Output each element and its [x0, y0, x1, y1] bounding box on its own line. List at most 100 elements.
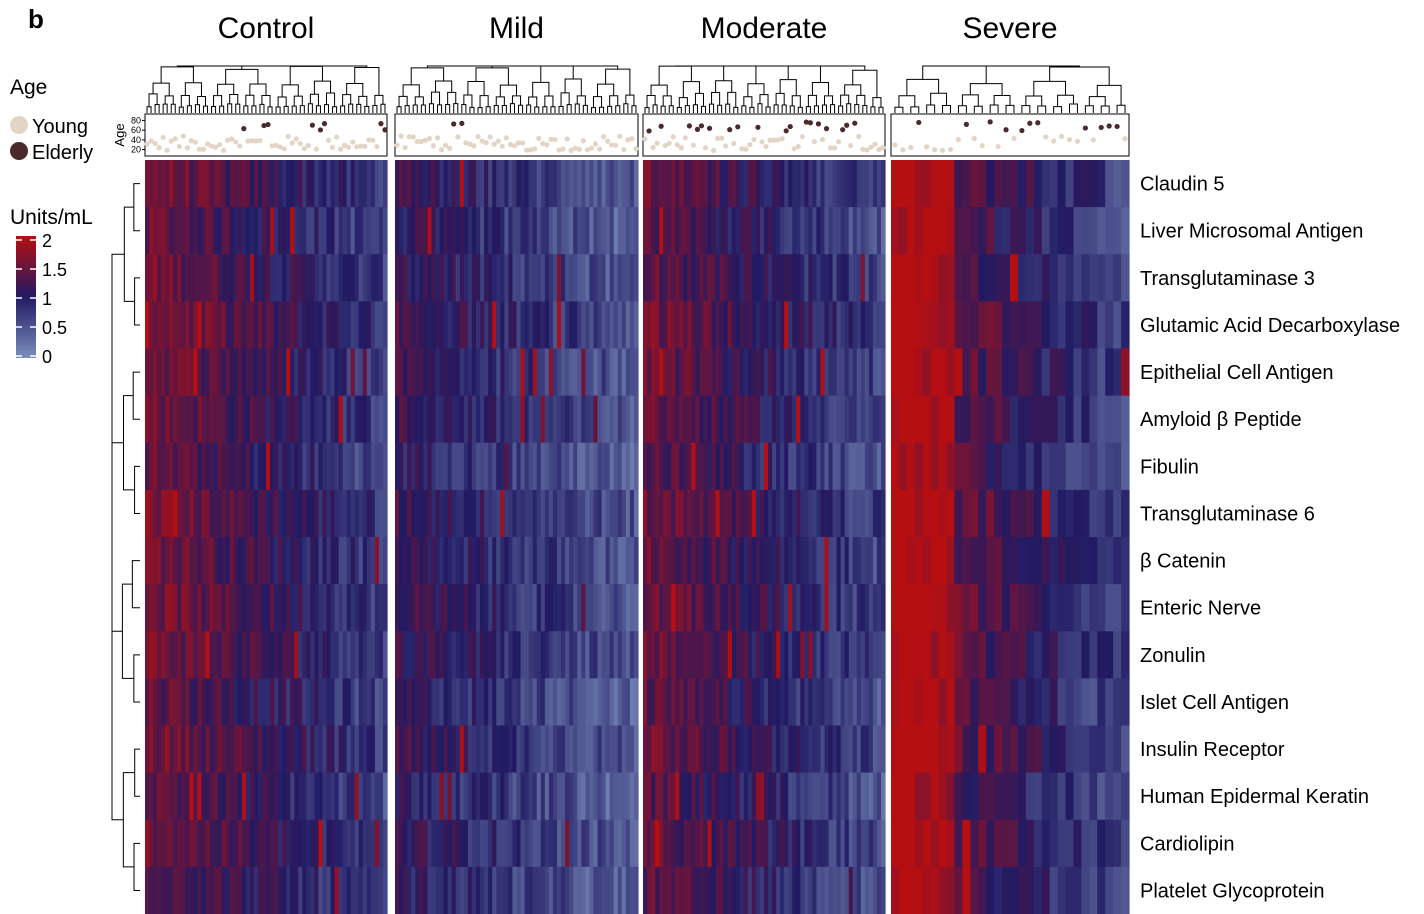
- heat-cell: [629, 631, 635, 679]
- heat-cell: [253, 866, 259, 914]
- heat-cell: [536, 489, 542, 538]
- heat-cell: [840, 395, 846, 444]
- heat-cell: [808, 160, 813, 208]
- heat-cell: [286, 254, 291, 302]
- heat-cell: [938, 348, 948, 397]
- heat-cell: [302, 819, 307, 868]
- heat-cell: [593, 207, 599, 255]
- heat-cell: [711, 301, 717, 350]
- heat-cell: [994, 254, 1003, 302]
- heat-cell: [249, 395, 255, 444]
- heat-cell: [946, 819, 956, 868]
- heat-cell: [314, 819, 320, 868]
- heat-cell: [205, 537, 211, 585]
- heat-cell: [1025, 160, 1035, 208]
- heat-cell: [856, 678, 862, 727]
- heat-cell: [447, 348, 453, 397]
- heat-cell: [209, 348, 215, 397]
- heat-cell: [488, 537, 493, 585]
- heat-cell: [557, 678, 562, 727]
- heat-cell: [435, 631, 441, 679]
- young-point: [188, 138, 194, 144]
- heat-cell: [643, 819, 648, 868]
- heat-cell: [848, 584, 854, 632]
- heat-cell: [544, 348, 550, 397]
- heat-cell: [201, 537, 207, 585]
- heat-cell: [1073, 489, 1082, 538]
- column-dendrogram-branch: [245, 94, 255, 106]
- heat-cell: [419, 866, 424, 914]
- heat-cell: [703, 772, 709, 821]
- heat-cell: [225, 772, 231, 821]
- heat-cell: [253, 489, 259, 538]
- young-point: [702, 145, 709, 151]
- heat-cell: [832, 489, 838, 538]
- heat-cell: [812, 819, 818, 868]
- heat-cell: [699, 160, 705, 208]
- heat-cell: [476, 537, 481, 585]
- heat-cell: [699, 819, 705, 868]
- heat-cell: [739, 160, 745, 208]
- heat-cell: [593, 772, 599, 821]
- heat-cell: [298, 160, 303, 208]
- heat-cell: [723, 678, 729, 727]
- young-point: [747, 142, 753, 148]
- heat-cell: [439, 678, 445, 727]
- young-point: [811, 139, 818, 145]
- heat-cell: [484, 254, 489, 302]
- heat-cell: [613, 866, 619, 914]
- heat-cell: [1033, 301, 1043, 350]
- heat-cell: [1002, 301, 1011, 350]
- heat-cell: [253, 584, 259, 632]
- heat-cell: [334, 631, 340, 679]
- heat-cell: [812, 678, 818, 727]
- heat-cell: [828, 301, 834, 350]
- heat-cell: [467, 160, 473, 208]
- heat-cell: [261, 160, 267, 208]
- heat-cell: [471, 584, 477, 632]
- heat-cell: [1113, 678, 1122, 727]
- heat-cell: [459, 489, 465, 538]
- column-dendrogram-branch: [574, 103, 580, 113]
- heat-cell: [731, 395, 737, 444]
- young-point: [779, 136, 785, 142]
- column-dendrogram-branch: [154, 103, 160, 113]
- heat-cell: [270, 301, 275, 350]
- heat-cell: [625, 207, 631, 255]
- heat-cell: [585, 301, 590, 350]
- heatmap-cells: [145, 160, 1130, 914]
- heat-cell: [605, 160, 611, 208]
- heat-cell: [471, 301, 477, 350]
- heat-cell: [764, 772, 769, 821]
- heat-cell: [703, 537, 709, 585]
- heat-cell: [872, 631, 878, 679]
- young-point: [719, 135, 725, 141]
- heat-cell: [625, 537, 631, 585]
- heat-cell: [149, 207, 154, 255]
- heat-cell: [577, 442, 582, 491]
- heat-cell: [306, 348, 311, 397]
- heat-cell: [759, 819, 765, 868]
- heat-cell: [743, 631, 749, 679]
- heat-cell: [427, 678, 433, 727]
- scale-tick-label: 1.5: [42, 260, 67, 280]
- heat-cell: [374, 819, 380, 868]
- heat-cell: [986, 301, 995, 350]
- heat-cell: [852, 537, 858, 585]
- heat-cell: [455, 584, 461, 632]
- heat-cell: [451, 772, 457, 821]
- heat-cell: [1113, 442, 1122, 491]
- heat-cell: [759, 537, 765, 585]
- heat-cell: [609, 772, 615, 821]
- heat-cell: [691, 442, 697, 491]
- heat-cell: [512, 537, 518, 585]
- heat-cell: [411, 395, 416, 444]
- heat-cell: [145, 866, 150, 914]
- heat-cell: [504, 725, 509, 774]
- heat-cell: [407, 395, 412, 444]
- elderly-point: [459, 120, 465, 126]
- heat-cell: [225, 254, 231, 302]
- heat-cell: [350, 395, 356, 444]
- column-dendrogram-branch: [969, 83, 1003, 96]
- heat-cell: [1105, 348, 1114, 397]
